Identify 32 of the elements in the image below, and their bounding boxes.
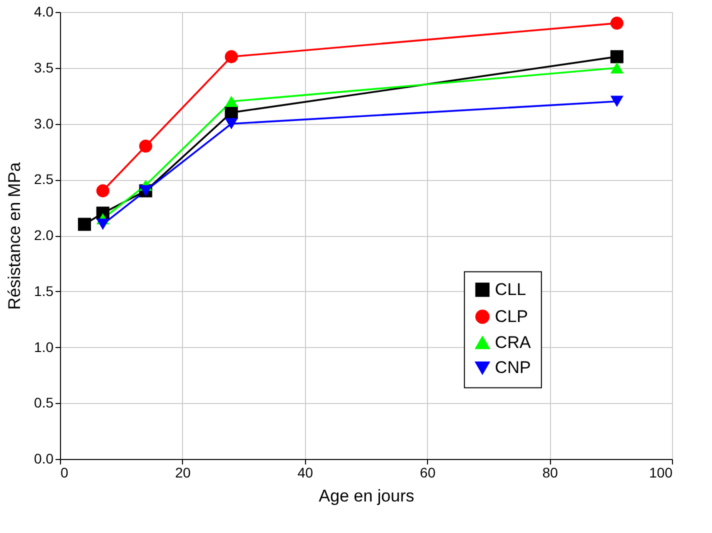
y-tick-label: 2.0: [34, 227, 54, 243]
y-tick-label: 0.0: [34, 450, 54, 466]
legend-label: CRA: [494, 332, 532, 352]
x-tick-label: 100: [649, 464, 673, 480]
legend-label: CLP: [494, 306, 528, 326]
y-tick-label: 2.5: [34, 171, 54, 188]
x-tick-label: 20: [175, 464, 191, 480]
point: [610, 16, 624, 30]
y-tick-label: 3.0: [34, 115, 54, 132]
x-tick-label: 60: [420, 464, 436, 480]
point: [610, 96, 624, 108]
y-tick-label: 1.5: [34, 282, 54, 299]
legend-label: CLL: [494, 280, 526, 299]
y-tick-label: 4.0: [34, 4, 54, 20]
point: [224, 118, 238, 130]
x-tick-label: 80: [542, 464, 558, 480]
point: [96, 218, 110, 230]
point: [139, 140, 152, 153]
x-tick-label: 40: [298, 464, 314, 480]
y-tick-label: 1.0: [34, 338, 54, 355]
point: [96, 184, 110, 198]
y-axis-title: Résistance en MPa: [5, 162, 24, 310]
point: [78, 218, 91, 231]
x-axis-title: Age en jours: [318, 486, 414, 506]
x-tick-label: 0: [60, 464, 68, 480]
point: [610, 62, 624, 74]
point: [224, 50, 238, 64]
point: [224, 96, 238, 108]
legend-label: CNP: [494, 358, 531, 377]
y-tick-label: 3.5: [34, 59, 54, 76]
point: [610, 50, 624, 64]
y-tick-label: 0.5: [34, 394, 54, 411]
